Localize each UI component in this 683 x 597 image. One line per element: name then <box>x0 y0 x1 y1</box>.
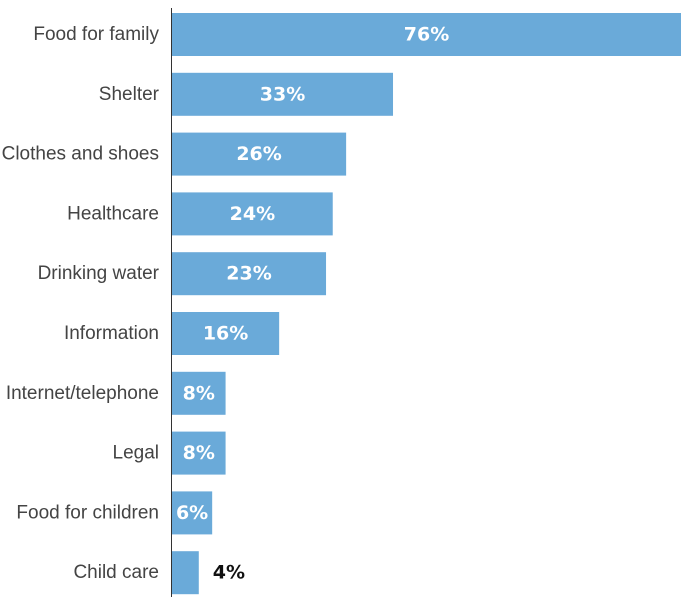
value-label-information: 16% <box>203 323 248 345</box>
bar-information <box>172 312 280 355</box>
bar-child-care <box>172 551 199 595</box>
bar-legal <box>172 431 226 475</box>
bar-drinking-water <box>172 252 327 296</box>
bar-food-for-children <box>172 491 213 535</box>
category-label-shelter: Shelter <box>99 84 160 105</box>
category-label-child-care: Child care <box>73 562 159 583</box>
bar-healthcare <box>172 192 333 236</box>
value-label-food-for-children: 6% <box>176 502 208 524</box>
category-label-drinking-water: Drinking water <box>38 263 160 284</box>
value-label-drinking-water: 23% <box>226 263 271 285</box>
category-label-internet-telephone: Internet/telephone <box>6 383 159 404</box>
value-label-child-care: 4% <box>213 562 245 584</box>
value-label-legal: 8% <box>183 442 215 464</box>
category-label-food-for-family: Food for family <box>33 24 159 45</box>
bar-shelter <box>172 72 394 116</box>
bars-layer: 76% 33% 26% 24% 23% 16% 8% 8% 6% 4% <box>172 13 681 595</box>
value-label-clothes-and-shoes: 26% <box>236 143 281 165</box>
value-label-healthcare: 24% <box>230 203 275 225</box>
category-label-information: Information <box>64 323 159 344</box>
bar-clothes-and-shoes <box>172 132 347 176</box>
category-label-clothes-and-shoes: Clothes and shoes <box>2 144 159 165</box>
category-label-food-for-children: Food for children <box>16 502 159 523</box>
value-label-shelter: 33% <box>260 83 305 105</box>
category-label-legal: Legal <box>113 443 160 464</box>
category-labels: Food for family Shelter Clothes and shoes H… <box>2 24 160 583</box>
category-label-healthcare: Healthcare <box>67 203 159 224</box>
bar-food-for-family <box>172 13 681 56</box>
value-label-food-for-family: 76% <box>404 24 449 46</box>
value-label-internet-telephone: 8% <box>183 382 215 404</box>
bar-internet-telephone <box>172 371 226 415</box>
